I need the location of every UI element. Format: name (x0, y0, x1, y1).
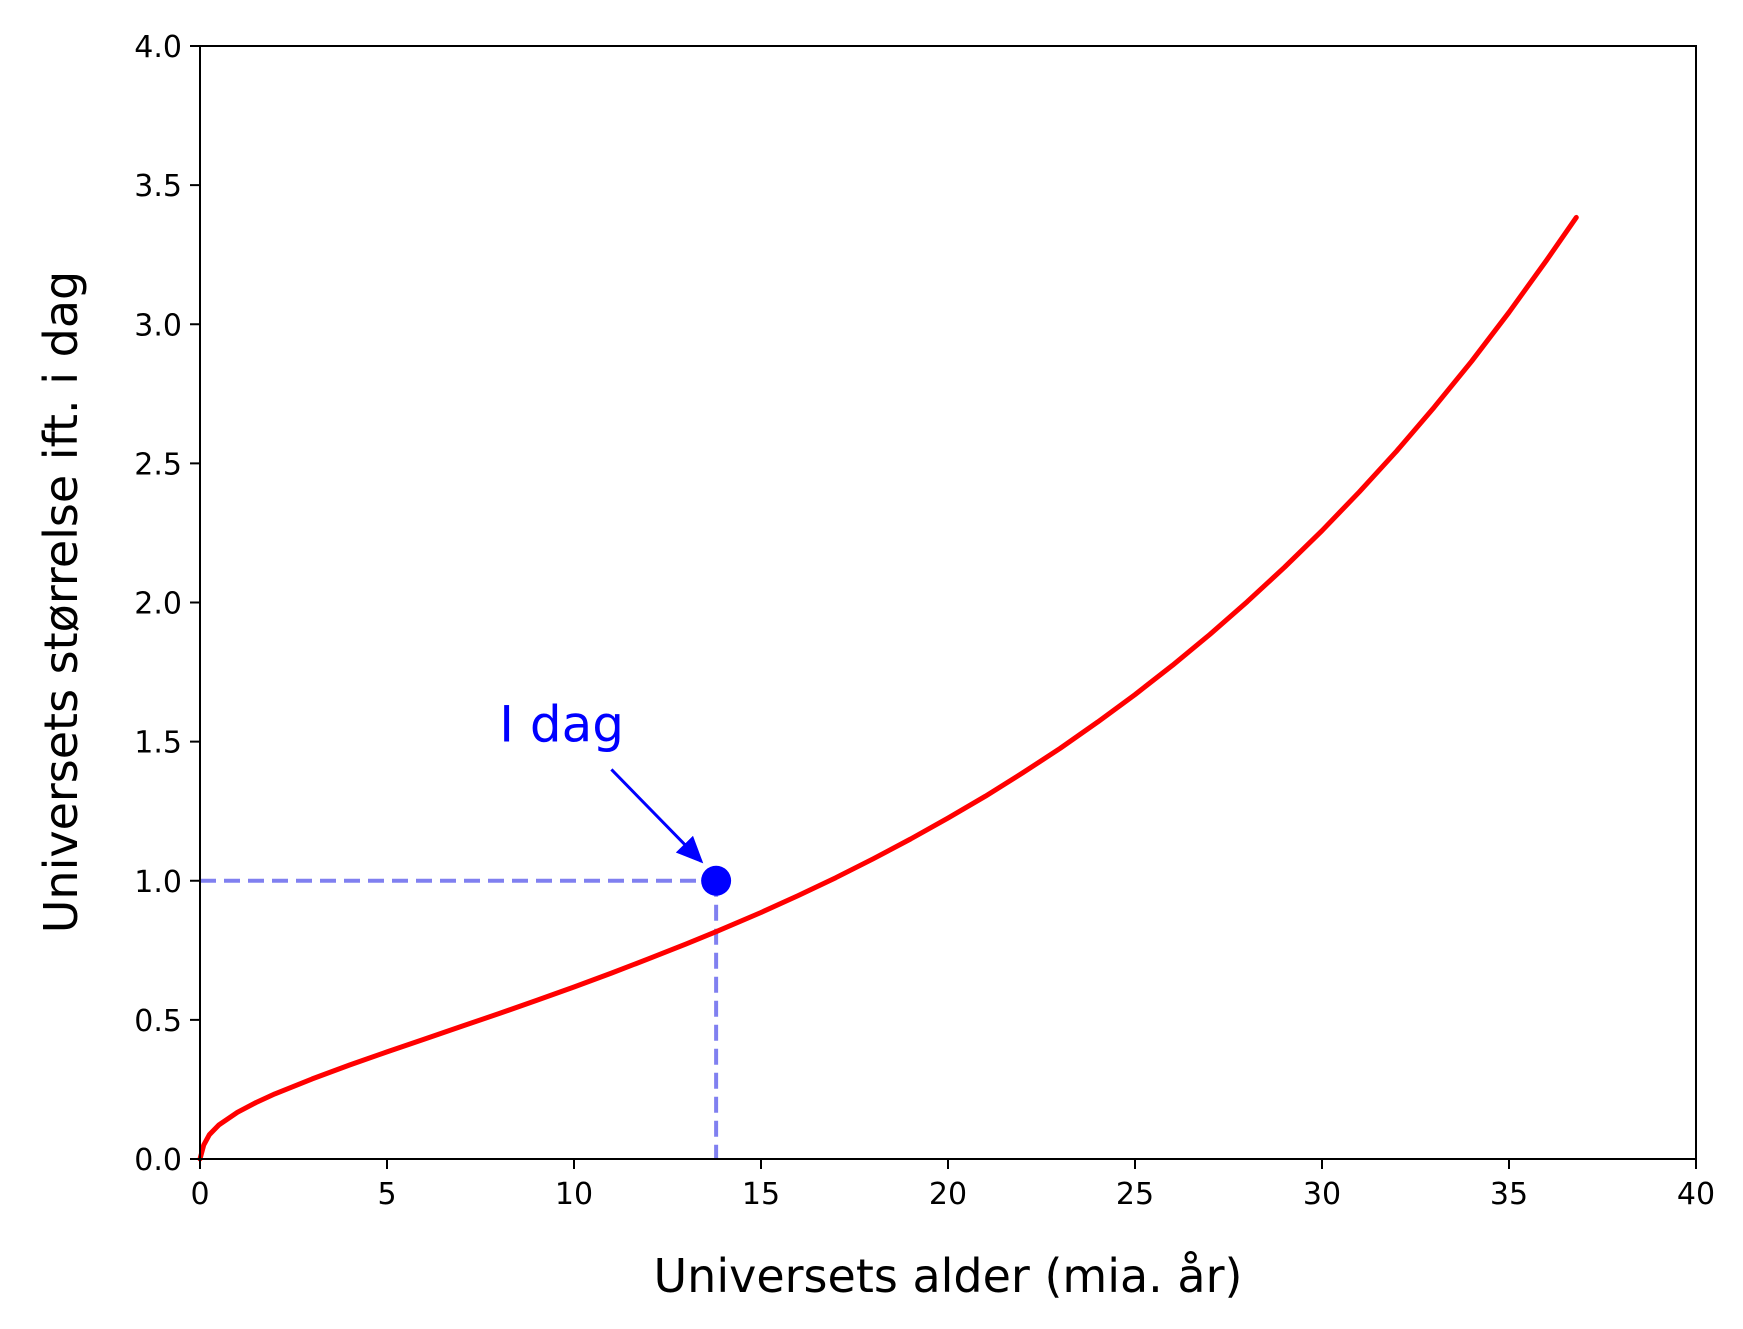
y-tick-label: 3.5 (134, 169, 182, 204)
x-tick-label: 0 (190, 1177, 209, 1212)
x-tick-label: 30 (1303, 1177, 1341, 1212)
x-tick-label: 25 (1116, 1177, 1154, 1212)
y-tick-label: 4.0 (134, 30, 182, 65)
ticks-layer: 0 5 10 15 20 25 30 35 40 0.0 0.5 1.0 1.5 2.0 2.5 3.0 3.5… (134, 30, 1715, 1212)
y-tick-label: 3.0 (134, 308, 182, 343)
series-line-0 (197, 214, 1579, 1162)
y-tick-label: 2.0 (134, 587, 182, 622)
y-tick-label: 1.5 (134, 726, 182, 761)
x-tick-label: 20 (929, 1177, 967, 1212)
y-tick-label: 0.5 (134, 1004, 182, 1039)
x-axis-label: Universets alder (mia. år) (654, 1249, 1243, 1303)
annotation-arrow (610, 768, 704, 864)
y-axis-label: Universets størrelse ift. i dag (34, 271, 88, 934)
y-tick-label: 2.5 (134, 447, 182, 482)
y-tick-label: 0.0 (134, 1143, 182, 1178)
today-marker (701, 865, 732, 896)
annotation-label: I dag (499, 696, 624, 754)
plot-layer: I dag (197, 214, 1579, 1162)
plot-frame (199, 45, 1697, 1160)
x-tick-label: 35 (1490, 1177, 1528, 1212)
y-tick-label: 1.0 (134, 865, 182, 900)
x-tick-label: 10 (555, 1177, 593, 1212)
plot-background (200, 46, 1696, 1159)
x-tick-label: 40 (1677, 1177, 1715, 1212)
x-tick-label: 5 (377, 1177, 396, 1212)
x-tick-label: 15 (742, 1177, 780, 1212)
